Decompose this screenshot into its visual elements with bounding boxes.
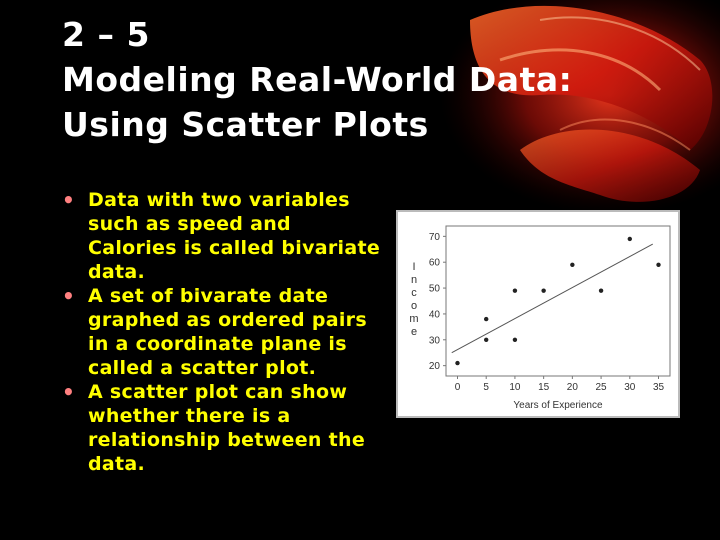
y-tick-label: 40: [429, 309, 441, 320]
y-tick-label: 30: [429, 335, 441, 346]
data-point: [512, 337, 518, 342]
bullet-list: • Data with two variables such as speed a…: [62, 188, 382, 476]
y-tick-label: 20: [429, 361, 441, 372]
slide-title: 2 – 5 Modeling Real-World Data: Using Sc…: [62, 12, 702, 147]
x-axis-label: Years of Experience: [513, 400, 603, 411]
scatter-plot-image: 20 30 40 50 60 70 0 5 10 15 20 25 30 35 Years of Exper…: [396, 210, 680, 418]
data-point: [570, 262, 575, 267]
x-tick-label: 30: [624, 382, 636, 393]
y-tick-label: 70: [429, 232, 441, 243]
scatter-plot: 20 30 40 50 60 70 0 5 10 15 20 25 30 35 Years of Exper…: [409, 225, 671, 411]
data-point: [656, 262, 661, 267]
data-point: [512, 288, 518, 293]
bullet-text: A scatter plot can show whether there is…: [88, 381, 366, 475]
bullet-marker-icon: •: [62, 284, 76, 308]
x-tick-label: 10: [509, 382, 521, 393]
title-line-1: 2 – 5: [62, 15, 150, 54]
bullet-item: • A set of bivarate date graphed as order…: [62, 284, 382, 380]
bullet-marker-icon: •: [62, 188, 76, 212]
y-tick-label: 60: [429, 258, 441, 269]
x-tick-label: 15: [538, 382, 550, 393]
bullet-text: A set of bivarate date graphed as ordere…: [88, 285, 367, 379]
bullet-item: • A scatter plot can show whether there i…: [62, 380, 382, 476]
x-tick-label: 35: [653, 382, 665, 393]
y-tick-label: 50: [429, 284, 441, 295]
data-point: [484, 316, 489, 322]
data-point: [598, 288, 604, 293]
data-point: [627, 236, 632, 242]
x-tick-label: 0: [455, 382, 461, 393]
title-line-2: Modeling Real-World Data:: [62, 60, 573, 99]
data-point: [484, 337, 489, 342]
data-point: [541, 288, 546, 293]
data-point: [455, 360, 460, 366]
x-tick-label: 25: [596, 382, 608, 393]
bullet-text: Data with two variables such as speed an…: [88, 189, 381, 283]
x-tick-label: 20: [567, 382, 579, 393]
bullet-marker-icon: •: [62, 380, 76, 404]
plot-area-frame: [445, 225, 671, 377]
trend-line: [451, 243, 654, 354]
bullet-item: • Data with two variables such as speed a…: [62, 188, 382, 284]
x-tick-label: 5: [483, 382, 489, 393]
title-line-3: Using Scatter Plots: [62, 105, 429, 144]
